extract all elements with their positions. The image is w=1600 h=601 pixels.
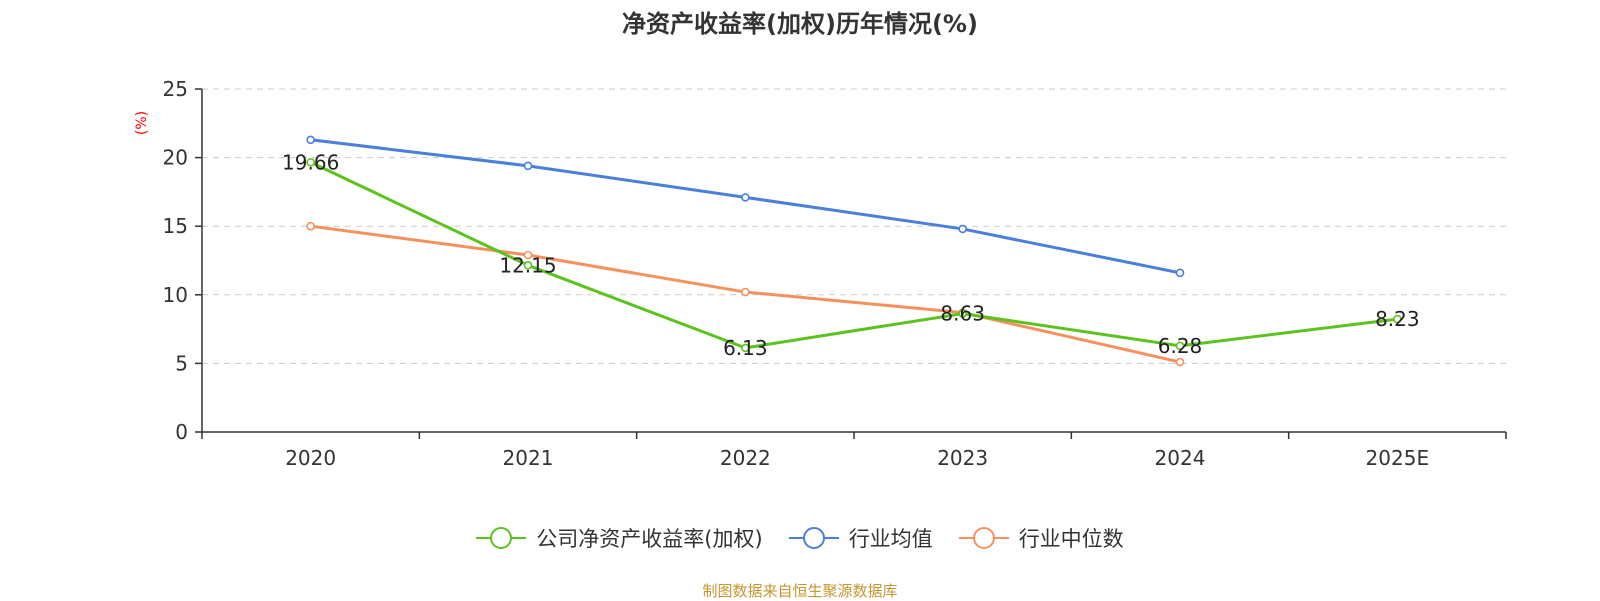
series-1-point-2023 <box>958 224 967 234</box>
data-labels: 19.66 12.15 6.13 8.63 6.28 8.23 <box>282 150 1420 360</box>
y-tick-label-15: 15 <box>163 214 188 238</box>
series-0-point-2021 <box>523 261 533 270</box>
x-tick-label-2024: 2024 <box>1155 446 1206 470</box>
legend: 公司净资产收益率(加权) 行业均值 行业中位数 <box>0 523 1600 553</box>
y-tick-label-0: 0 <box>175 420 188 444</box>
legend-label-industry-median: 行业中位数 <box>1018 527 1124 551</box>
legend-marker-industry-mean <box>788 527 839 549</box>
axes: 0 5 10 15 20 25 2020 2021 2022 2023 2024 2025E <box>163 77 1507 470</box>
series-0-point-2020 <box>306 157 315 167</box>
chart-title: 净资产收益率(加权)历年情况(%) <box>622 10 978 38</box>
legend-label-company: 公司净资产收益率(加权) <box>536 527 763 551</box>
y-tick-label-20: 20 <box>163 146 188 170</box>
legend-item-industry-median[interactable]: 行业中位数 <box>958 523 1124 553</box>
series-0-point-2025E <box>1393 314 1402 324</box>
data-label-2024: 6.28 <box>1158 334 1203 358</box>
source-note: 制图数据来自恒生聚源数据库 <box>702 582 898 600</box>
series <box>306 135 1402 367</box>
y-tick-label-5: 5 <box>175 351 188 375</box>
series-line-0 <box>310 160 1398 350</box>
series-2-point-2022 <box>741 287 750 297</box>
legend-marker-industry-median <box>958 527 1009 549</box>
series-1-point-2024 <box>1175 268 1185 278</box>
x-tick-label-2023: 2023 <box>937 446 988 470</box>
data-label-2021: 12.15 <box>499 253 556 277</box>
x-tick-label-2022: 2022 <box>720 446 771 470</box>
series-0-point-2024 <box>1175 341 1185 351</box>
y-tick-label-10: 10 <box>163 283 188 307</box>
legend-item-industry-mean[interactable]: 行业均值 <box>788 523 933 553</box>
legend-label-industry-mean: 行业均值 <box>848 527 933 551</box>
legend-item-company[interactable]: 公司净资产收益率(加权) <box>476 523 763 553</box>
series-1-point-2020 <box>306 135 315 145</box>
y-tick-label-25: 25 <box>163 77 188 101</box>
series-2-point-2021 <box>523 250 533 260</box>
series-2-point-2024 <box>1175 357 1185 367</box>
data-label-2025E: 8.23 <box>1375 307 1420 331</box>
x-tick-label-2021: 2021 <box>503 446 554 470</box>
data-label-2023: 8.63 <box>940 302 985 326</box>
series-line-1 <box>310 138 1181 275</box>
series-1-point-2021 <box>523 161 533 171</box>
series-0-point-2023 <box>958 309 967 318</box>
data-label-2020: 19.66 <box>282 150 339 174</box>
grid-lines <box>202 88 1506 364</box>
legend-marker-company <box>476 527 527 549</box>
data-label-2022: 6.13 <box>723 336 768 360</box>
x-tick-label-2025E: 2025E <box>1366 446 1430 470</box>
x-tick-label-2020: 2020 <box>285 446 336 470</box>
series-0-point-2022 <box>741 343 750 353</box>
series-1-point-2022 <box>741 193 750 202</box>
series-2-point-2020 <box>306 221 315 231</box>
y-axis-label: (%) <box>134 111 150 135</box>
